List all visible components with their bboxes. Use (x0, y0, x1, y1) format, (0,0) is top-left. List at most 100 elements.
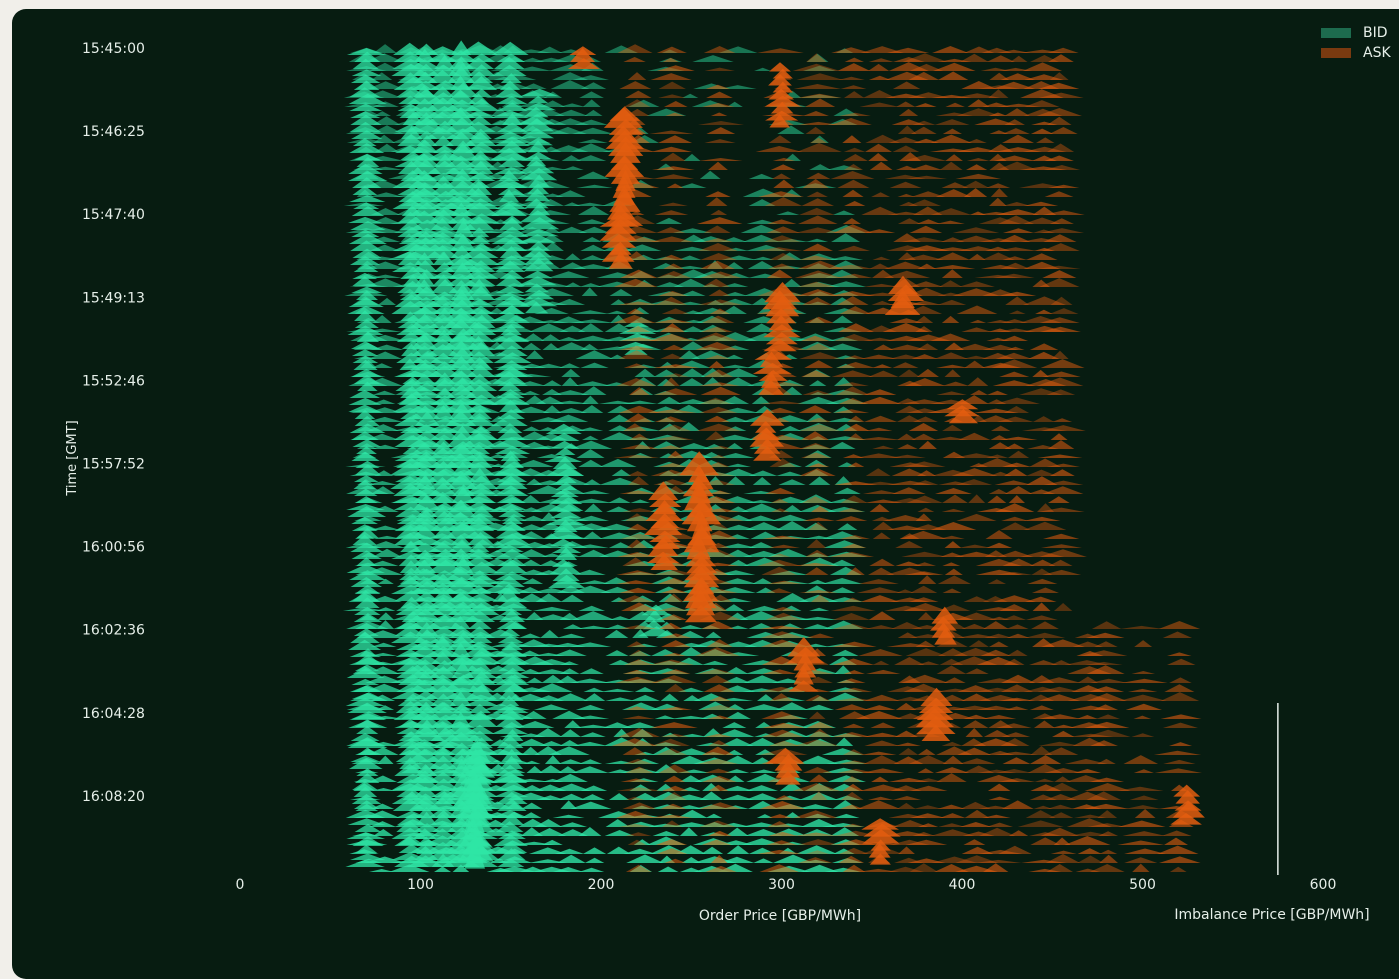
bid-cluster-peak (355, 460, 380, 468)
ask-cluster-peak (793, 652, 817, 671)
ask-peak (622, 747, 648, 755)
ask-peak (1006, 346, 1025, 350)
bid-cluster-peak (351, 130, 383, 139)
ask-peak (887, 211, 925, 215)
chart-marks (342, 40, 1205, 872)
bid-peak (718, 46, 758, 53)
ask-peak (618, 350, 655, 359)
bid-peak (367, 747, 399, 755)
bid-cluster-peak (448, 340, 475, 356)
ask-peak (962, 831, 995, 836)
bid-peak (705, 813, 723, 818)
ask-peak (1169, 866, 1187, 872)
bid-cluster-peak (549, 538, 577, 546)
bid-peak (629, 784, 652, 791)
bid-peak (530, 659, 573, 665)
bid-cluster-peak (356, 290, 378, 300)
bid-peak (521, 802, 543, 809)
bid-cluster-peak (548, 493, 583, 504)
bid-cluster-peak (408, 59, 441, 69)
bid-peak (696, 315, 728, 323)
bid-cluster-peak (414, 591, 439, 601)
ask-peak (765, 588, 792, 593)
ask-peak (988, 112, 1008, 116)
bid-peak (558, 103, 586, 107)
ask-peak (893, 756, 924, 764)
ask-peak (965, 668, 989, 674)
ask-peak (660, 152, 686, 161)
ask-peak (761, 711, 803, 719)
ask-peak (762, 669, 798, 674)
ask-peak (859, 481, 902, 485)
ask-peak (899, 530, 947, 539)
ask-peak (1049, 218, 1074, 224)
bid-cluster-peak (499, 813, 525, 825)
bid-peak (582, 531, 603, 539)
ask-peak (835, 386, 870, 395)
bid-peak (371, 788, 396, 791)
ask-peak (951, 705, 998, 710)
ask-peak (986, 822, 1013, 827)
bid-peak (701, 660, 729, 665)
bid-cluster-peak (349, 390, 381, 398)
bid-cluster-peak (493, 485, 529, 496)
ask-peak (956, 305, 998, 314)
ask-peak (1002, 462, 1032, 467)
ask-peak (649, 409, 697, 413)
ask-peak (811, 506, 830, 512)
bid-cluster-peak (524, 301, 549, 314)
bid-cluster-peak (352, 355, 379, 363)
ask-peak (710, 454, 727, 458)
bid-cluster-peak (426, 491, 459, 503)
ask-peak (902, 53, 948, 62)
ask-peak (1031, 587, 1059, 593)
bid-cluster-peak (544, 527, 584, 539)
bid-peak (520, 390, 541, 395)
ask-peak (952, 453, 1000, 458)
ask-peak (1022, 296, 1066, 305)
ask-peak (998, 234, 1031, 242)
bid-peak (809, 164, 832, 170)
bid-cluster-peak (450, 642, 471, 657)
ask-peak (622, 557, 649, 566)
ask-peak (918, 823, 939, 827)
ask-peak (988, 720, 1014, 728)
bid-peak (721, 255, 757, 260)
bid-peak (556, 675, 580, 683)
bid-peak (631, 805, 653, 809)
bid-peak (826, 759, 867, 764)
ask-peak (976, 774, 1021, 782)
bid-peak (377, 612, 395, 620)
ask-peak (974, 859, 1022, 863)
ask-peak (659, 622, 683, 629)
bid-cluster-peak (458, 667, 499, 678)
ask-peak (863, 283, 900, 287)
bid-peak (775, 702, 808, 710)
bid-cluster-peak (352, 590, 379, 601)
ask-peak (995, 723, 1032, 728)
bid-cluster-peak (412, 823, 442, 832)
bid-cluster-peak (458, 41, 499, 55)
bid-cluster-peak (549, 432, 580, 441)
bid-peak (525, 612, 544, 620)
ask-peak (986, 542, 1013, 548)
ask-peak (962, 180, 990, 188)
ask-peak (616, 378, 657, 386)
ask-peak (1084, 783, 1131, 791)
ask-peak (1049, 812, 1074, 818)
bid-cluster-peak (466, 454, 493, 468)
ask-peak (858, 649, 903, 656)
ask-cluster-peak (753, 438, 781, 454)
ask-peak (1043, 234, 1077, 242)
bid-peak (677, 183, 707, 188)
bid-peak (377, 578, 394, 584)
bid-cluster-peak (405, 187, 444, 202)
bid-peak (631, 728, 654, 737)
legend-label-ask: ASK (1363, 45, 1391, 61)
ask-cluster-peak (770, 101, 794, 114)
ask-peak (832, 732, 872, 737)
ask-peak (626, 641, 647, 647)
bid-cluster-peak (524, 251, 554, 265)
bid-cluster-peak (348, 93, 387, 104)
bid-peak (834, 377, 854, 386)
